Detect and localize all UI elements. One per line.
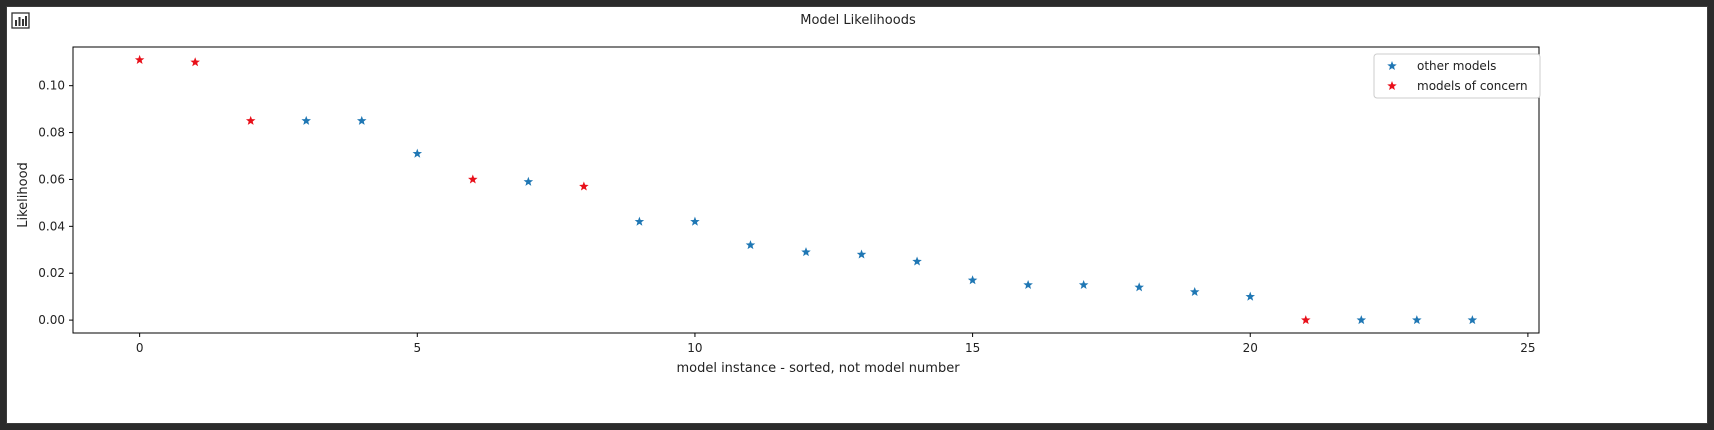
data-point [1189, 286, 1200, 297]
legend: other models models of concern [1373, 53, 1541, 99]
x-tick-label: 20 [1243, 341, 1258, 355]
data-point [1301, 315, 1311, 325]
data-point [1023, 279, 1033, 289]
data-point [690, 216, 700, 226]
chart: Model Likelihoods 0 5 10 15 20 25 0.00 0.02 0.04… [16, 13, 1541, 376]
x-tick-label: 0 [136, 341, 144, 355]
legend-marker [1387, 61, 1397, 71]
legend-marker [1387, 81, 1397, 91]
data-point [134, 54, 145, 64]
y-tick-label: 0.06 [38, 172, 65, 186]
data-point [856, 249, 867, 259]
data-point [523, 176, 534, 186]
data-point [1134, 282, 1144, 292]
data-point [357, 115, 367, 125]
data-point [967, 275, 978, 285]
axes-frame [72, 46, 1540, 334]
y-axis-label: Likelihood [16, 162, 31, 228]
figure-frame: Model Likelihoods 0 5 10 15 20 25 0.00 0.02 0.04… [6, 6, 1708, 424]
bar-chart-icon[interactable] [11, 11, 31, 31]
data-point [190, 57, 200, 67]
x-tick-label: 5 [413, 341, 421, 355]
legend-box [1373, 53, 1541, 99]
y-tick-label: 0.02 [38, 266, 65, 280]
data-point [245, 115, 256, 125]
x-tick-label: 25 [1520, 341, 1535, 355]
x-tick-label: 15 [965, 341, 980, 355]
y-tick-label: 0.04 [38, 219, 65, 233]
data-point [301, 115, 311, 125]
x-tick-label: 10 [687, 341, 702, 355]
data-point [1412, 315, 1422, 325]
data-point [1078, 279, 1089, 289]
series-other-models [301, 115, 1478, 325]
data-point [801, 247, 811, 257]
data-point [412, 148, 423, 158]
y-tick-label: 0.10 [38, 79, 65, 93]
chart-title: Model Likelihoods [800, 13, 916, 28]
y-tick-label: 0.00 [38, 313, 65, 327]
y-tick-label: 0.08 [38, 126, 65, 140]
data-point [1467, 315, 1478, 325]
data-point [579, 181, 589, 191]
data-point [912, 256, 922, 266]
plot-area: 0 5 10 15 20 25 0.00 0.02 0.04 0.06 0.08 0.10 [38, 46, 1540, 355]
data-point [634, 216, 645, 226]
data-point [745, 240, 756, 250]
data-point [1356, 315, 1367, 325]
data-point [468, 174, 478, 184]
legend-label: other models [1417, 59, 1496, 73]
x-axis-label: model instance - sorted, not model numbe… [676, 361, 960, 376]
series-models-of-concern [134, 54, 1311, 325]
legend-label: models of concern [1417, 79, 1528, 93]
data-point [1245, 291, 1255, 301]
